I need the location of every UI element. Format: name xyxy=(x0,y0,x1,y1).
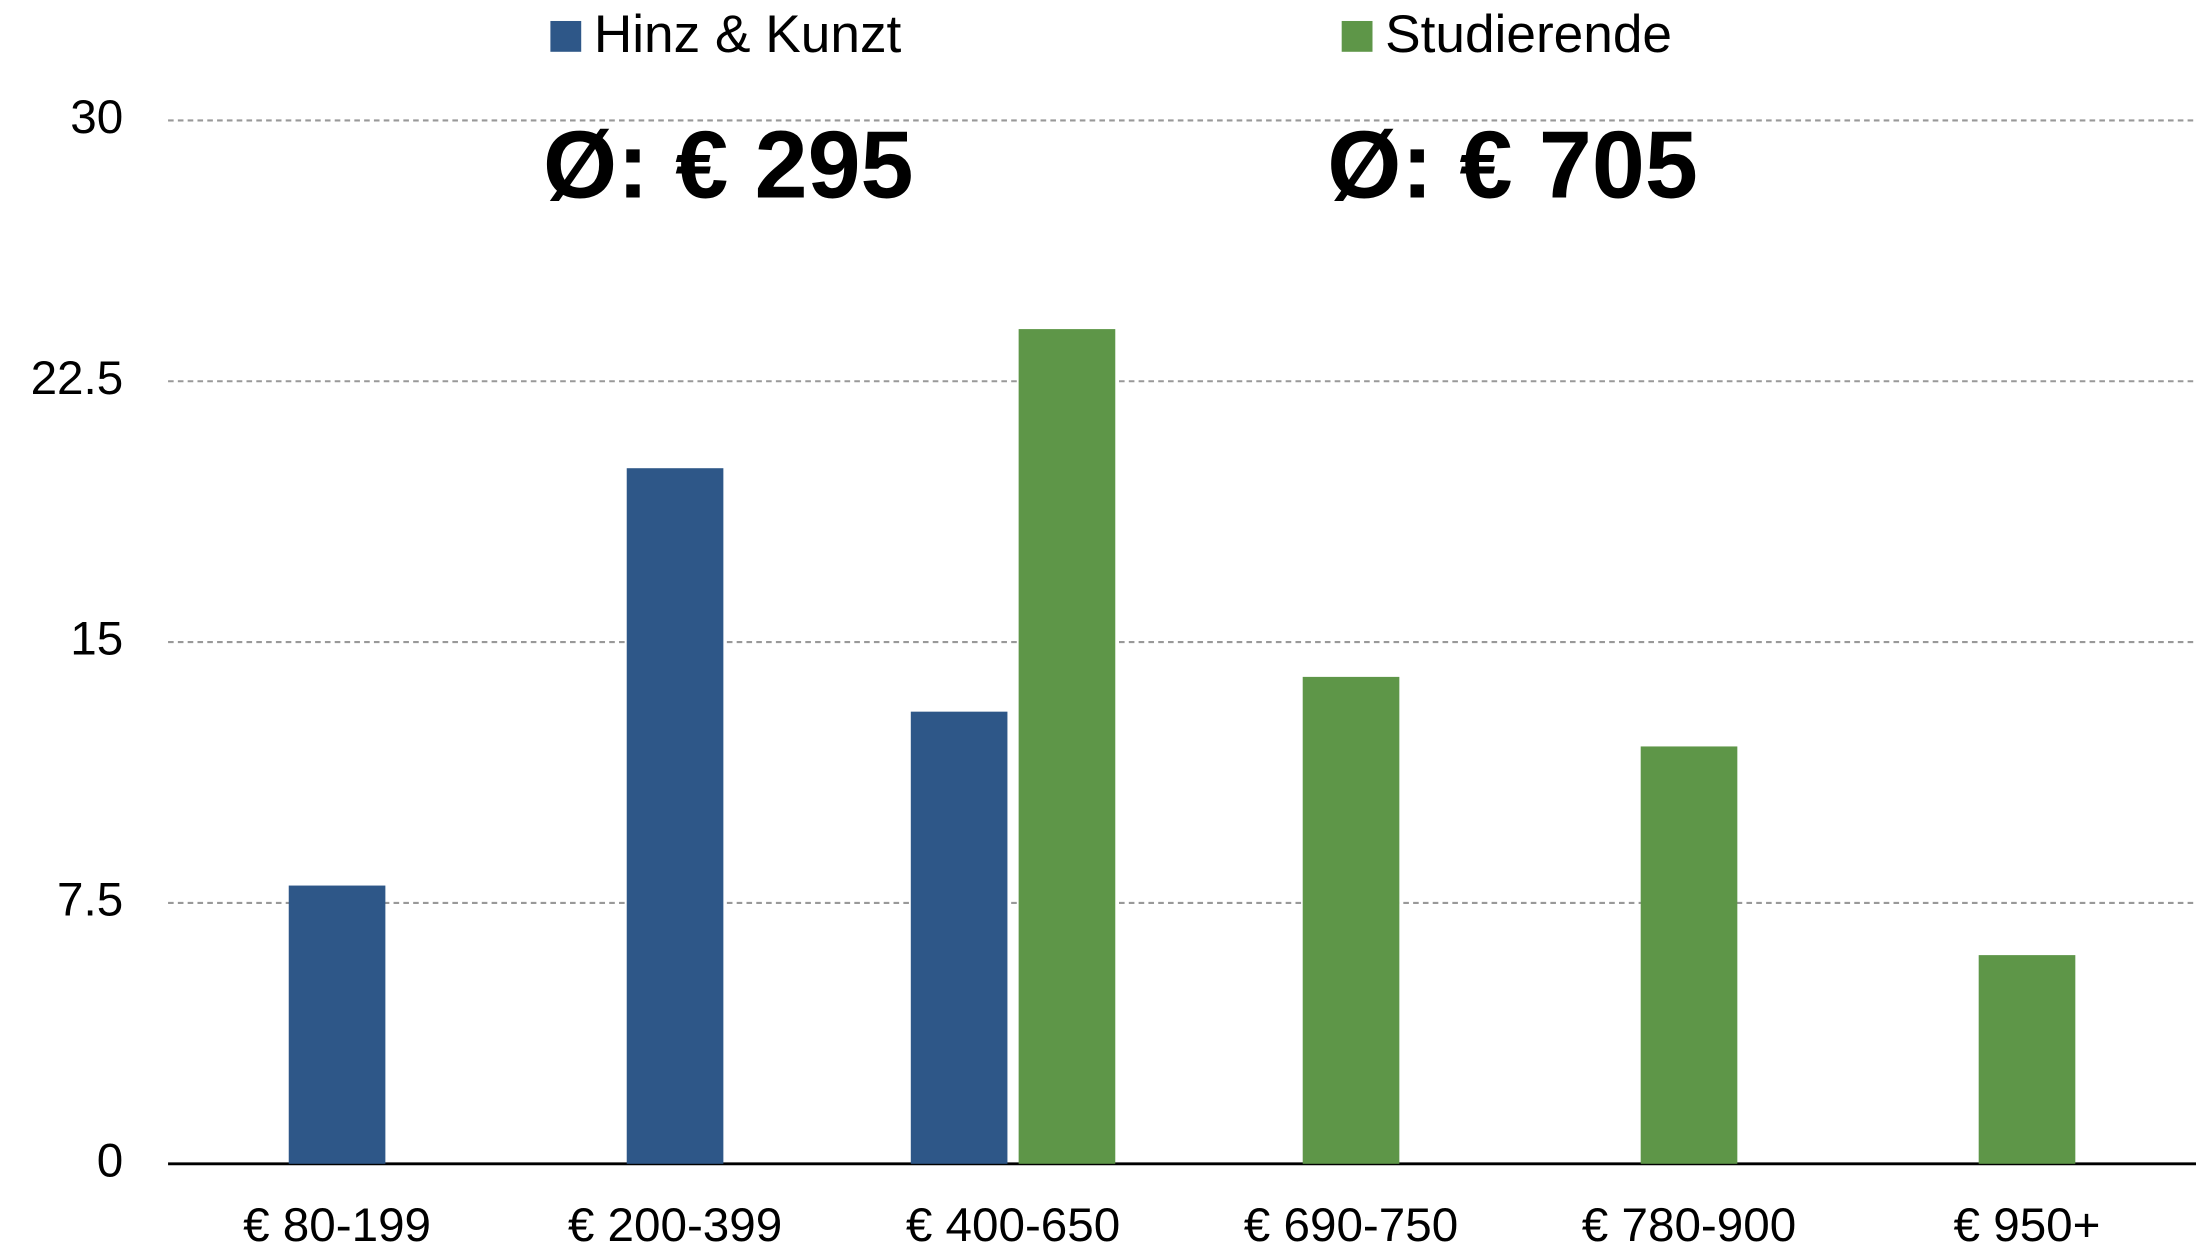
x-tick-label: € 400-650 xyxy=(906,1199,1120,1252)
x-tick-label: € 780-900 xyxy=(1582,1199,1796,1252)
bar xyxy=(288,885,386,1164)
legend-swatch xyxy=(550,20,582,52)
y-tick-label: 15 xyxy=(70,613,123,666)
bar xyxy=(1640,746,1738,1164)
x-tick-label: € 690-750 xyxy=(1244,1199,1458,1252)
bar xyxy=(626,468,724,1164)
bar xyxy=(1018,329,1116,1164)
x-tick-label: € 80-199 xyxy=(243,1199,431,1252)
legend-label: Studierende xyxy=(1385,5,1672,64)
y-tick-label: 22.5 xyxy=(31,352,124,405)
x-tick-label: € 950+ xyxy=(1954,1199,2101,1252)
y-tick-label: 30 xyxy=(70,91,123,144)
bar xyxy=(1978,955,2076,1164)
legend-label: Hinz & Kunzt xyxy=(594,5,902,64)
y-tick-label: 7.5 xyxy=(57,874,123,927)
y-tick-label: 0 xyxy=(97,1134,123,1187)
legend-swatch xyxy=(1341,20,1373,52)
bar xyxy=(910,711,1008,1164)
annotation: Ø: € 705 xyxy=(1327,112,1698,218)
x-tick-label: € 200-399 xyxy=(568,1199,782,1252)
annotation: Ø: € 295 xyxy=(543,112,914,218)
bar xyxy=(1302,676,1400,1164)
